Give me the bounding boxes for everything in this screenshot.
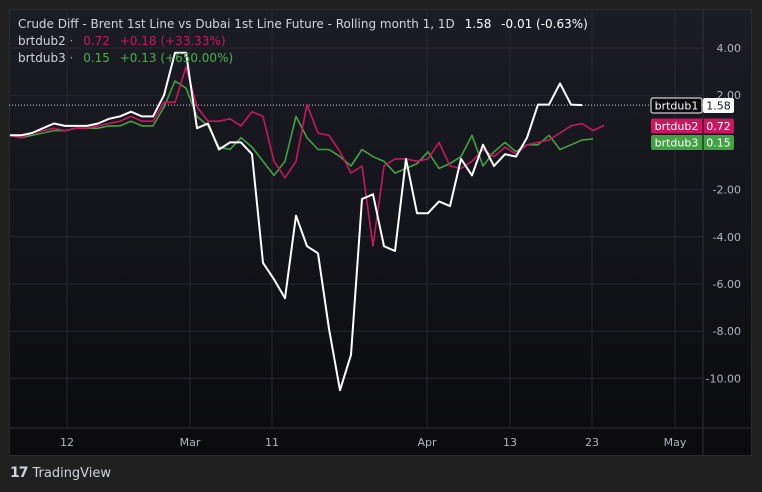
tradingview-brand: TradingView — [32, 465, 112, 481]
value-box — [703, 98, 734, 113]
y-tick-label: -4.00 — [713, 231, 741, 244]
series-line-brtdub1 — [10, 51, 583, 392]
price-tag-brtdub1: brtdub1 1.58 — [650, 97, 734, 114]
chart-title: Crude Diff - Brent 1st Line vs Dubai 1st… — [18, 17, 455, 31]
series-name-tag: brtdub3 — [655, 137, 699, 150]
series3-change: +0.13 (+650.00%) — [119, 51, 234, 65]
series-name-box — [650, 97, 703, 114]
x-tick-label: 11 — [265, 436, 279, 449]
series2-change: +0.18 (+33.33%) — [119, 34, 226, 48]
legend-main-row[interactable]: Crude Diff - Brent 1st Line vs Dubai 1st… — [18, 16, 588, 33]
y-tick-label: -6.00 — [713, 278, 741, 291]
tag-box — [651, 118, 734, 134]
legend: Crude Diff - Brent 1st Line vs Dubai 1st… — [18, 16, 588, 67]
price-tag-brtdub3: brtdub3 0.15 — [651, 135, 734, 150]
x-tick-label: 12 — [60, 436, 74, 449]
legend-series2-row[interactable]: brtdub2 · 0.72 +0.18 (+33.33%) — [18, 33, 588, 50]
x-tick-label: 13 — [503, 436, 517, 449]
series-line-brtdub3 — [9, 80, 594, 177]
y-tick-label: -2.00 — [713, 184, 741, 197]
series3-name: brtdub3 — [18, 51, 66, 65]
series3-value: 0.15 — [83, 51, 110, 65]
price-tag-brtdub2: brtdub2 0.72 — [651, 118, 734, 134]
y-tick-label: -8.00 — [713, 325, 741, 338]
main-change: -0.01 (-0.63%) — [501, 17, 588, 31]
series3-separator: · — [65, 51, 74, 65]
value-tag: 1.58 — [706, 100, 731, 113]
x-tick-label: Apr — [417, 436, 437, 449]
main-value: 1.58 — [464, 17, 492, 31]
value-tag: 0.72 — [706, 120, 731, 133]
price-tags: brtdub1 1.58 brtdub2 0.72 brtdub3 0.15 — [650, 97, 734, 150]
x-tick-label: May — [664, 436, 687, 449]
x-tick-label: 23 — [585, 436, 599, 449]
series2-separator: · — [65, 34, 74, 48]
tradingview-mark-icon: 17 — [10, 465, 29, 481]
y-tick-label: -10.00 — [706, 372, 741, 385]
value-tag: 0.15 — [706, 137, 731, 150]
grid-lines — [9, 9, 703, 428]
price-scale[interactable]: 4.002.00-2.00-4.00-6.00-8.00-10.00 — [706, 42, 741, 385]
legend-series3-row[interactable]: brtdub3 · 0.15 +0.13 (+650.00%) — [18, 50, 588, 67]
time-scale[interactable]: 12 Mar 11 Apr 13 23 May — [60, 436, 687, 449]
series2-name: brtdub2 — [18, 34, 66, 48]
series-line-brtdub2 — [9, 66, 605, 247]
tag-box — [651, 135, 734, 150]
series-layer — [9, 51, 605, 392]
series2-value: 0.72 — [83, 34, 110, 48]
series-name-tag: brtdub1 — [655, 100, 699, 113]
tradingview-logo[interactable]: 17 TradingView — [10, 465, 111, 481]
x-tick-label: Mar — [180, 436, 201, 449]
series-name-tag: brtdub2 — [655, 120, 699, 133]
y-tick-label: 4.00 — [717, 42, 742, 55]
